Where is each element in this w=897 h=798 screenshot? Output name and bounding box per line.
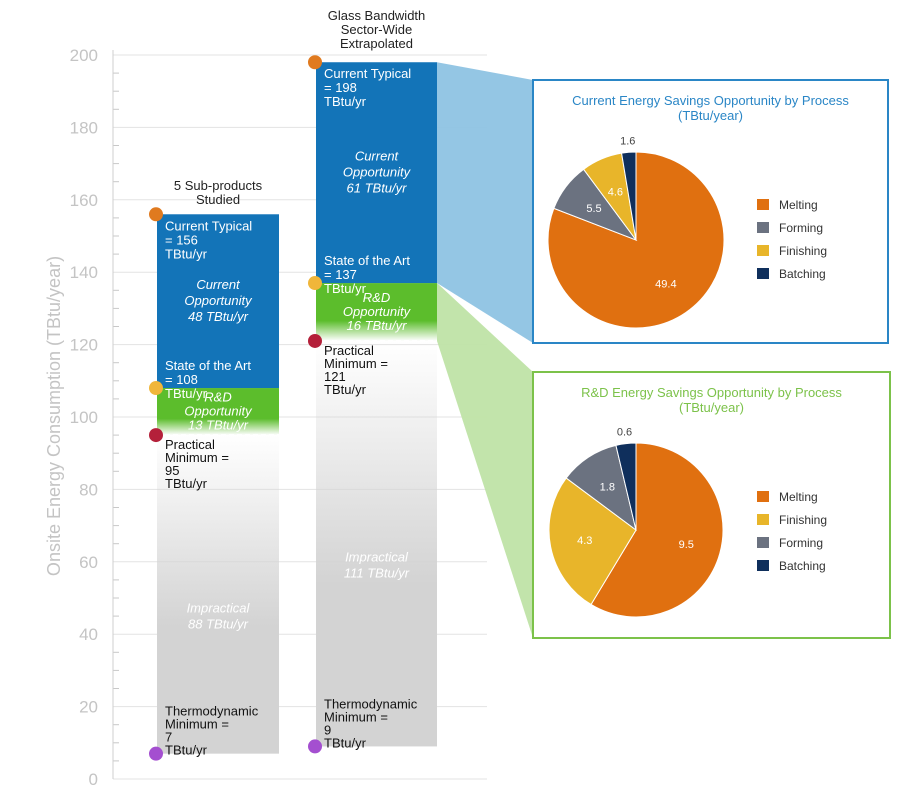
current-typical-marker xyxy=(149,207,163,222)
legend-swatch xyxy=(757,514,769,525)
bar-title: Glass Bandwidth Sector-Wide Extrapolated xyxy=(328,8,426,51)
legend-label: Forming xyxy=(779,536,823,550)
y-tick-label: 120 xyxy=(70,336,98,355)
legend-swatch xyxy=(757,268,769,279)
impractical-segment xyxy=(157,435,279,754)
pie-value-label: 1.8 xyxy=(600,481,615,493)
pie-value-label: 4.6 xyxy=(608,186,623,198)
current-opportunity-label: Current Opportunity 61 TBtu/yr xyxy=(343,149,412,196)
rd-opportunity-segment xyxy=(316,283,437,341)
impractical-label: Impractical 111 TBtu/yr xyxy=(344,550,410,581)
y-tick-label: 80 xyxy=(79,480,98,499)
legend-swatch xyxy=(757,491,769,502)
bar-group-1: 5 Sub-products Studied Current Typical = 15… xyxy=(149,178,279,761)
state-of-art-label: State of the Art = 108 TBtu/yr xyxy=(165,358,251,401)
legend-label: Batching xyxy=(779,559,826,573)
thermo-min-label: Thermodynamic Minimum = 7 TBtu/yr xyxy=(165,704,259,758)
thermo-min-marker xyxy=(149,746,163,761)
pie-value-label: 49.4 xyxy=(655,279,676,291)
pie-value-label: 0.6 xyxy=(617,427,632,439)
rd-callout-shape xyxy=(437,283,533,638)
rd-opportunity-label: R&D Opportunity 16 TBtu/yr xyxy=(343,290,412,333)
legend-label: Batching xyxy=(779,267,826,281)
legend-swatch xyxy=(757,245,769,256)
pie-value-label: 9.5 xyxy=(679,539,694,551)
y-tick-label: 20 xyxy=(79,698,98,717)
legend-label: Forming xyxy=(779,221,823,235)
thermo-min-label: Thermodynamic Minimum = 9 TBtu/yr xyxy=(324,696,418,750)
y-tick-label: 200 xyxy=(70,46,98,65)
legend-swatch xyxy=(757,222,769,233)
pie-value-label: 1.6 xyxy=(620,135,635,147)
legend-swatch xyxy=(757,199,769,210)
rd-savings-panel: R&D Energy Savings Opportunity by Proces… xyxy=(532,371,891,639)
current-callout-shape xyxy=(437,62,533,344)
legend-label: Finishing xyxy=(779,513,827,527)
bar-group-2: Glass Bandwidth Sector-Wide Extrapolated Cu… xyxy=(308,8,437,754)
rd-opportunity-segment xyxy=(157,388,279,436)
y-axis-label: Onsite Energy Consumption (TBtu/year) xyxy=(44,256,64,576)
practical-min-marker xyxy=(149,428,163,443)
pie-slice-batching xyxy=(621,151,637,241)
current-typical-label: Current Typical = 156 TBtu/yr xyxy=(165,218,252,261)
pie-slice-melting xyxy=(590,442,724,618)
thermo-min-marker xyxy=(308,739,322,754)
pie-slice-batching xyxy=(615,442,637,531)
y-tick-label: 0 xyxy=(89,770,98,789)
legend-swatch xyxy=(757,537,769,548)
practical-min-label: Practical Minimum = 95 TBtu/yr xyxy=(165,437,229,491)
practical-min-marker xyxy=(308,333,322,348)
pie-slice-finishing xyxy=(548,477,637,606)
current-savings-panel: Current Energy Savings Opportunity by Pr… xyxy=(532,79,889,344)
state-of-art-marker xyxy=(149,381,163,396)
pie-title: R&D Energy Savings Opportunity by Proces… xyxy=(581,385,842,415)
legend-label: Finishing xyxy=(779,244,827,258)
impractical-segment xyxy=(316,340,437,747)
legend-label: Melting xyxy=(779,490,818,504)
pie-title: Current Energy Savings Opportunity by Pr… xyxy=(572,93,849,123)
y-tick-label: 60 xyxy=(79,553,98,572)
impractical-label: Impractical 88 TBtu/yr xyxy=(187,600,251,631)
legend-swatch xyxy=(757,560,769,571)
state-of-art-label: State of the Art = 137 TBtu/yr xyxy=(324,253,410,296)
state-of-art-marker xyxy=(308,276,322,291)
bar-title: 5 Sub-products Studied xyxy=(174,178,263,207)
y-tick-label: 40 xyxy=(79,625,98,644)
y-tick-label: 100 xyxy=(70,408,98,427)
current-opportunity-label: Current Opportunity 48 TBtu/yr xyxy=(184,277,253,324)
y-tick-label: 160 xyxy=(70,191,98,210)
practical-min-label: Practical Minimum = 121 TBtu/yr xyxy=(324,343,388,397)
legend-label: Melting xyxy=(779,198,818,212)
current-opportunity-segment xyxy=(316,62,437,284)
pie-value-label: 5.5 xyxy=(586,203,601,215)
current-typical-marker xyxy=(308,55,322,70)
y-tick-label: 140 xyxy=(70,263,98,282)
current-typical-label: Current Typical = 198 TBtu/yr xyxy=(324,66,411,109)
current-opportunity-segment xyxy=(157,214,279,389)
y-tick-label: 180 xyxy=(70,118,98,137)
pie-value-label: 4.3 xyxy=(577,535,592,547)
rd-opportunity-label: R&D Opportunity 13 TBtu/yr xyxy=(184,390,253,433)
